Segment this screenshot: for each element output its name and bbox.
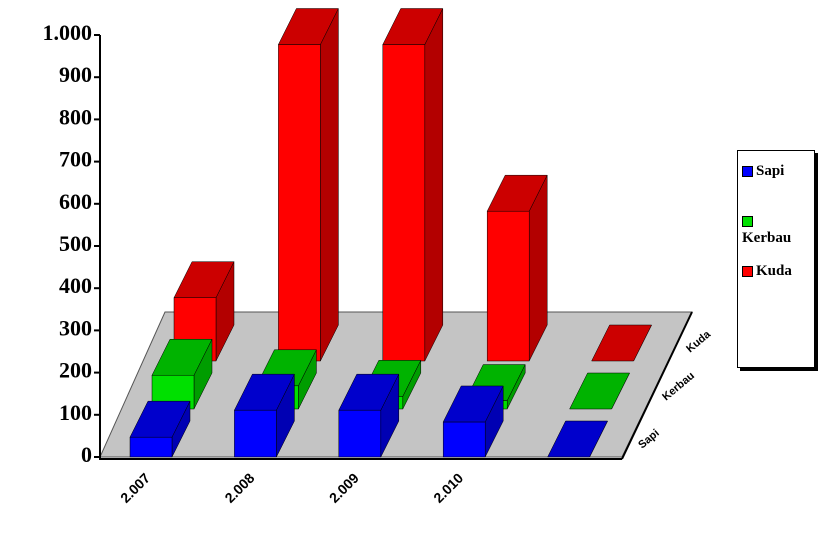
bar <box>129 436 173 458</box>
legend-swatch <box>742 166 753 178</box>
legend-entry: Sapi <box>742 163 798 180</box>
y-tick-label: 900 <box>59 62 92 87</box>
bar-top <box>173 261 235 298</box>
y-tick-label: 600 <box>59 189 92 214</box>
depth-label: Sapi <box>636 427 662 451</box>
y-tick-label: 800 <box>59 104 92 129</box>
bar-top <box>547 420 609 458</box>
y-tick-label: 200 <box>59 358 92 383</box>
bar-top <box>129 400 191 438</box>
depth-label: Kuda <box>684 328 713 355</box>
bar-top <box>442 385 504 423</box>
bar-side <box>320 8 339 362</box>
depth-axis <box>621 311 693 460</box>
x-tick-label: 2.008 <box>221 470 257 506</box>
y-tick-label: 700 <box>59 147 92 172</box>
bar-top <box>277 8 339 45</box>
bar <box>234 409 277 458</box>
x-tick-label: 2.010 <box>430 470 466 506</box>
legend-entry: Kerbau <box>742 213 798 247</box>
y-tick-label: 300 <box>59 315 92 340</box>
depth-label: Kerbau <box>660 370 697 404</box>
bar <box>278 44 321 362</box>
legend-label: Kuda <box>756 263 792 279</box>
legend-label: Kerbau <box>742 230 792 246</box>
bar <box>382 44 426 362</box>
legend-swatch <box>742 266 753 278</box>
bar <box>442 421 486 458</box>
y-tick-label: 1.000 <box>43 20 93 45</box>
legend-entry: Kuda <box>742 263 798 280</box>
legend-label: Sapi <box>756 163 785 179</box>
legend: Sapi Kerbau Kuda <box>737 150 815 368</box>
bar <box>486 210 530 362</box>
bar-top <box>569 372 631 410</box>
bar <box>338 409 382 458</box>
y-tick-label: 500 <box>59 231 92 256</box>
bar-top <box>382 8 444 45</box>
bar-top <box>486 174 548 212</box>
x-tick-label: 2.009 <box>326 470 362 506</box>
bar-side <box>424 8 444 362</box>
y-tick-label: 100 <box>59 400 92 425</box>
y-tick-label: 400 <box>59 273 92 298</box>
y-tick-label: 0 <box>81 442 92 467</box>
bar-top <box>151 338 213 376</box>
bar-top <box>591 324 653 362</box>
x-tick-label: 2.007 <box>117 470 153 506</box>
bar-top <box>338 373 400 411</box>
legend-swatch <box>742 216 753 228</box>
bar-top <box>233 373 295 411</box>
